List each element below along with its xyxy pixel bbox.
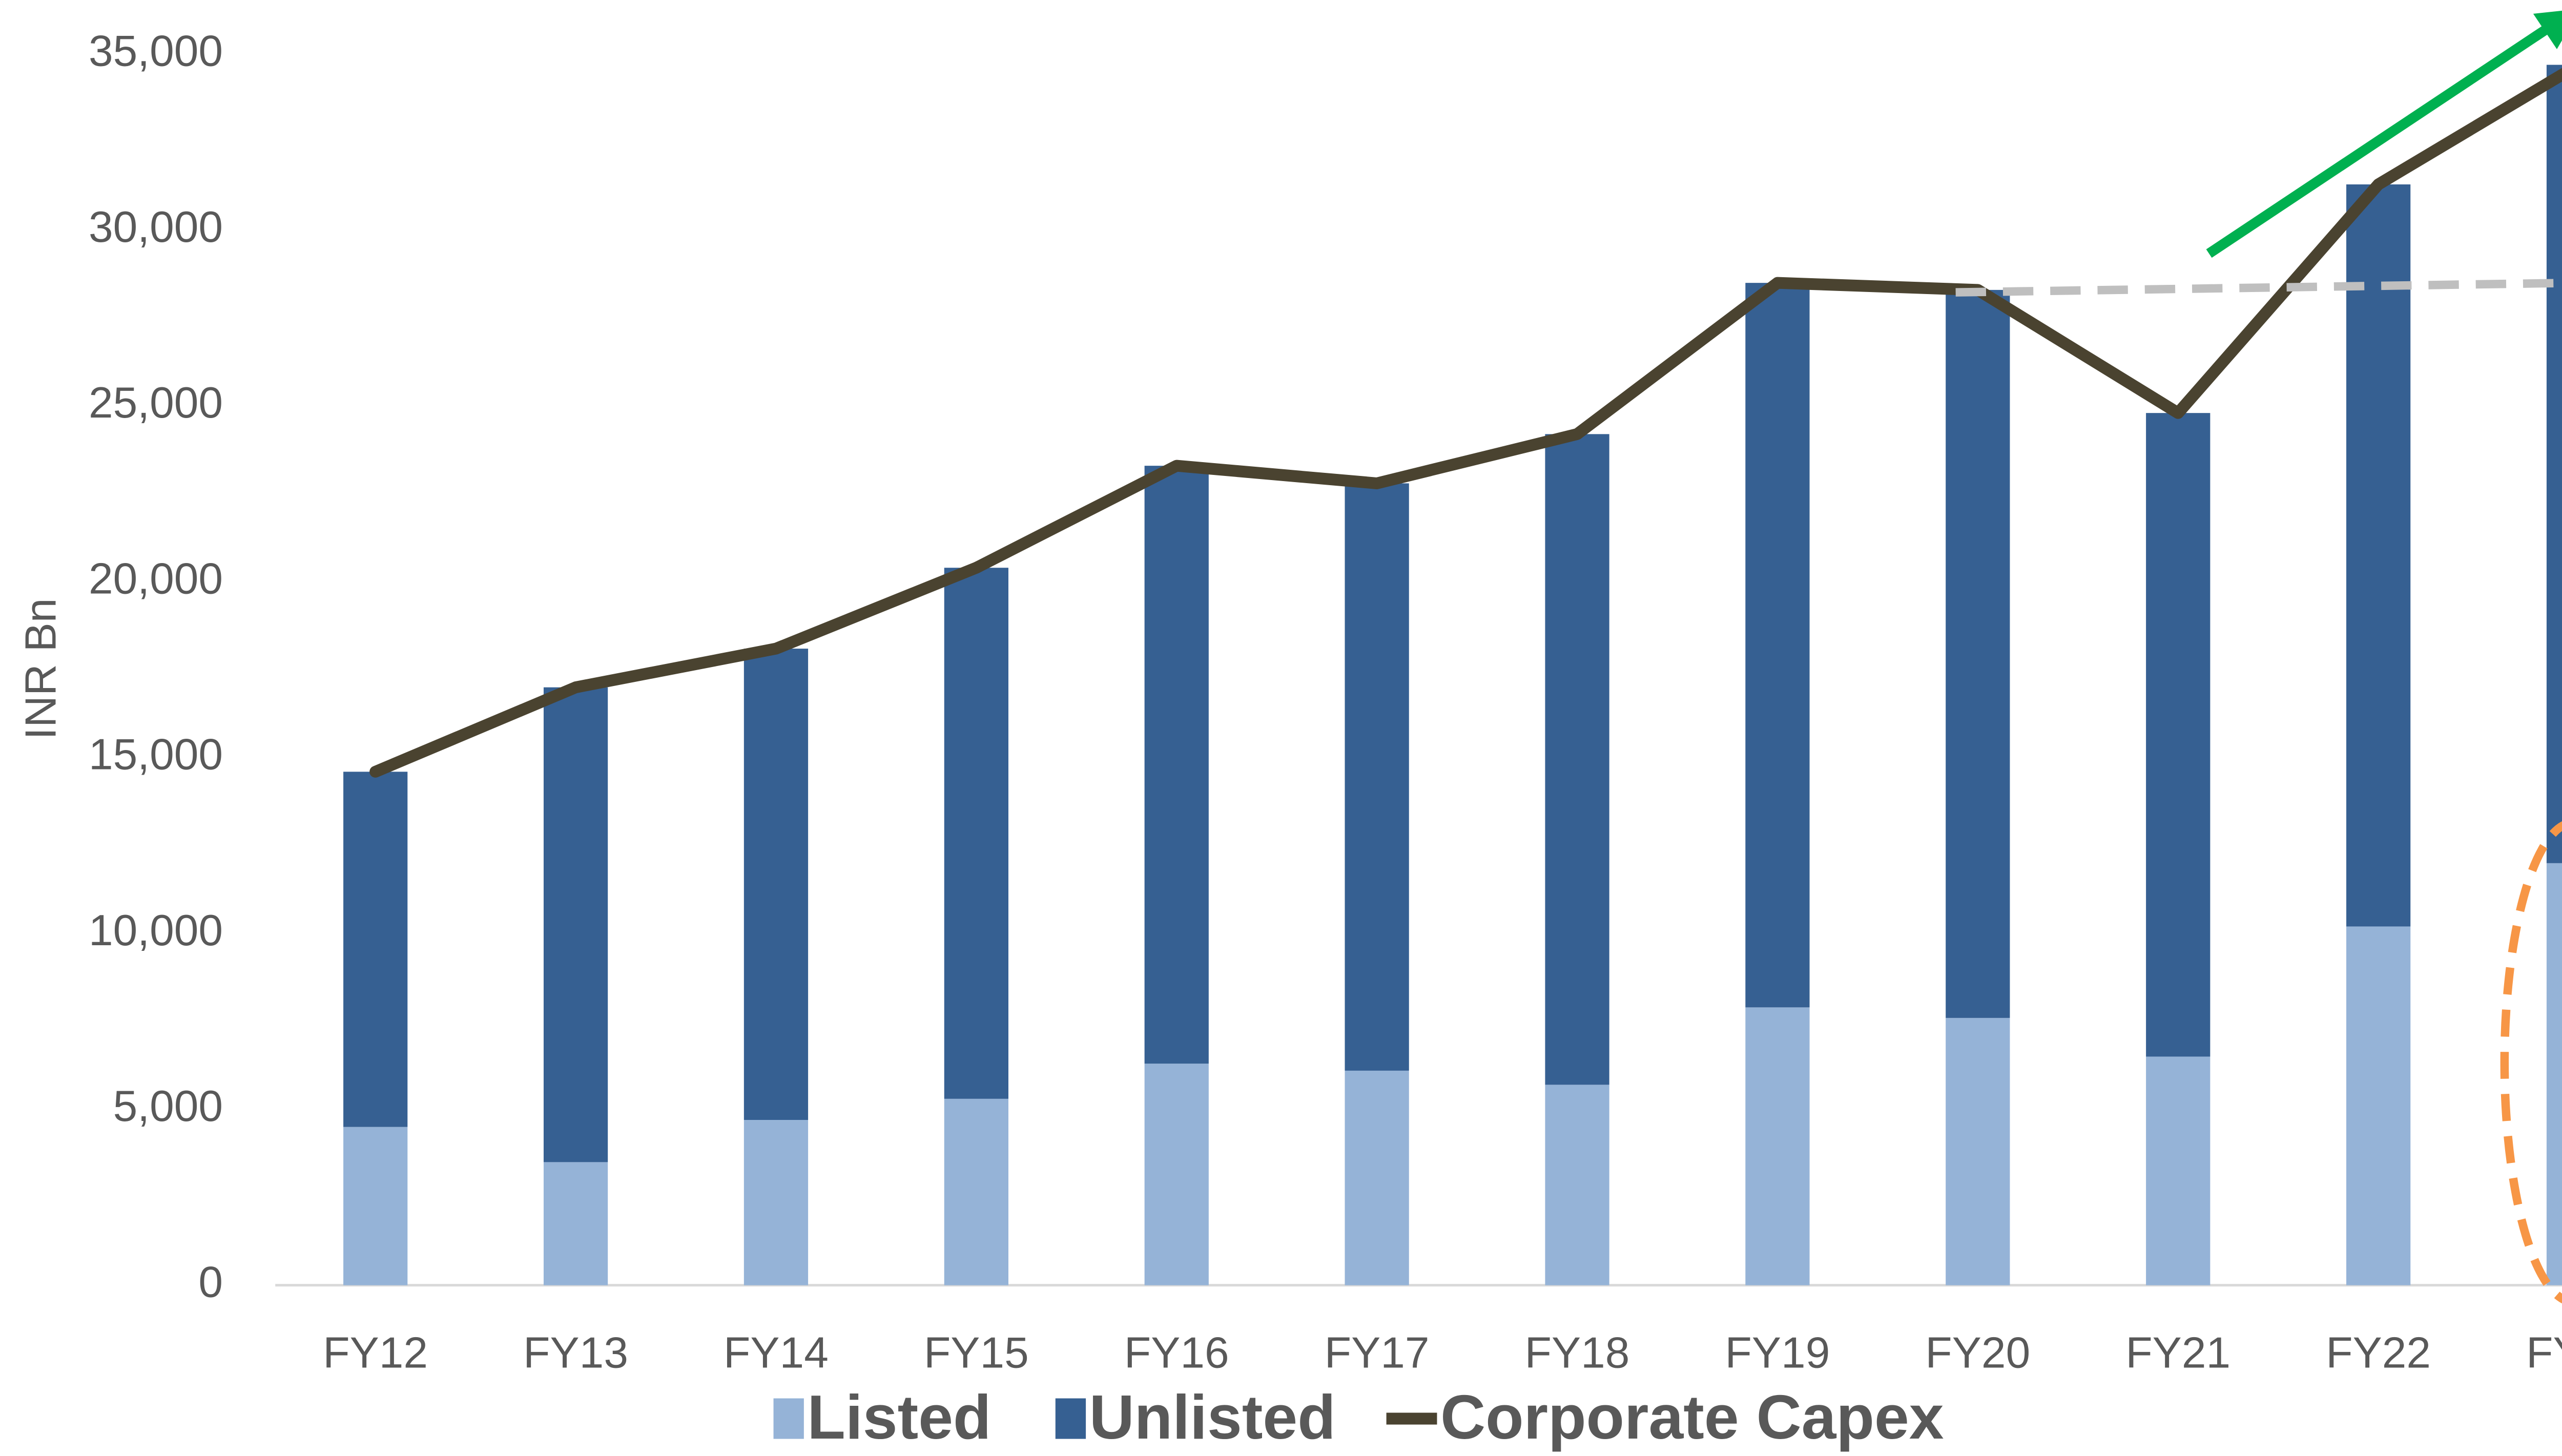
legend: Listed Unlisted Corporate Capex bbox=[773, 1382, 1944, 1452]
bar-segment bbox=[743, 649, 809, 1120]
bar-segment bbox=[1545, 1085, 1609, 1285]
x-tick-label: FY16 bbox=[1124, 1328, 1229, 1378]
x-tick-label: FY19 bbox=[1725, 1328, 1830, 1378]
y-tick-label: 15,000 bbox=[89, 730, 223, 779]
growth-arrow-head bbox=[2533, 10, 2562, 50]
legend-label: Unlisted bbox=[1089, 1382, 1336, 1452]
x-tick-label: FY20 bbox=[1925, 1328, 2030, 1378]
bar-segment bbox=[1745, 1007, 1810, 1285]
bar-segment bbox=[1946, 289, 2010, 1018]
bar-segment bbox=[2146, 413, 2210, 1057]
bar-segment bbox=[1144, 466, 1209, 1064]
line-series bbox=[369, 68, 2562, 778]
bar-segment bbox=[2146, 1056, 2210, 1285]
bar-segment bbox=[343, 772, 408, 1127]
legend-label: Listed bbox=[807, 1382, 991, 1452]
legend-label: Corporate Capex bbox=[1440, 1382, 1944, 1452]
y-axis-label: INR Bn bbox=[16, 598, 65, 740]
y-tick-label: 5,000 bbox=[113, 1081, 223, 1131]
y-tick-label: 35,000 bbox=[89, 27, 223, 76]
bar-segment bbox=[543, 687, 608, 1162]
highlight-ellipse bbox=[2500, 821, 2562, 1304]
y-tick-label: 0 bbox=[198, 1257, 223, 1306]
bar-segment bbox=[743, 1120, 809, 1285]
flat-trend-dash bbox=[1955, 279, 2562, 297]
x-tick-label: FY21 bbox=[2125, 1328, 2230, 1378]
x-tick-label: FY15 bbox=[924, 1328, 1029, 1378]
y-tick-label: 25,000 bbox=[89, 378, 223, 427]
bar-segment bbox=[543, 1162, 608, 1285]
y-tick-label: 10,000 bbox=[89, 906, 223, 955]
bar-segment bbox=[944, 568, 1008, 1099]
bar-segment bbox=[1144, 1064, 1209, 1285]
bar-segment bbox=[1345, 1070, 1409, 1285]
y-tick-label: 20,000 bbox=[89, 554, 223, 603]
bar-segment bbox=[1545, 434, 1609, 1085]
bar-segment bbox=[1946, 1017, 2010, 1285]
x-tick-label: FY23 bbox=[2526, 1328, 2562, 1378]
bar-segment bbox=[1745, 283, 1810, 1008]
x-tick-label: FY18 bbox=[1525, 1328, 1630, 1378]
x-tick-label: FY14 bbox=[724, 1328, 829, 1378]
x-tick-label: FY22 bbox=[2326, 1328, 2431, 1378]
x-tick-label: FY17 bbox=[1325, 1328, 1430, 1378]
bar-segment bbox=[2346, 926, 2411, 1285]
growth-arrow bbox=[2206, 25, 2550, 258]
y-tick-label: 30,000 bbox=[89, 202, 223, 252]
bar-segment bbox=[1345, 483, 1409, 1071]
bar-segment bbox=[2546, 65, 2562, 863]
bar-segment bbox=[2346, 184, 2411, 927]
bar-segment bbox=[944, 1098, 1008, 1285]
legend-swatch bbox=[1055, 1398, 1086, 1439]
bar-segment bbox=[2546, 863, 2562, 1285]
x-tick-label: FY13 bbox=[523, 1328, 628, 1378]
bar-segment bbox=[343, 1127, 408, 1285]
legend-swatch bbox=[773, 1398, 804, 1439]
x-tick-label: FY12 bbox=[323, 1328, 428, 1378]
